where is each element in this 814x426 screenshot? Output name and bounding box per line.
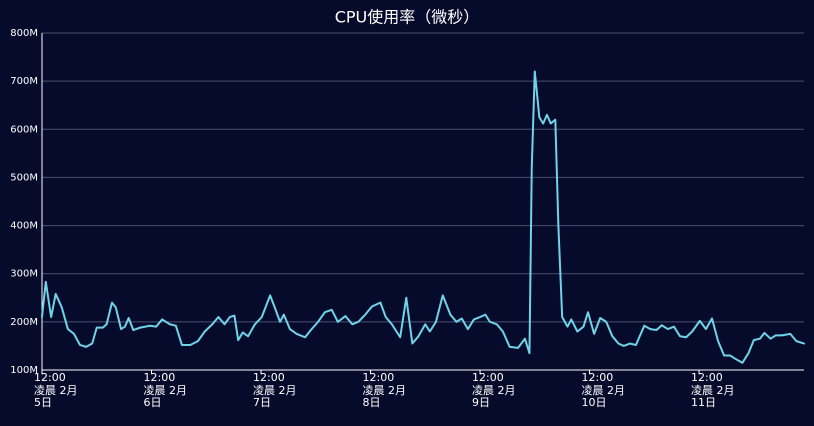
x-tick-label: 12:00 凌晨 2月 5日 bbox=[34, 371, 78, 409]
x-tick-label: 12:00 凌晨 2月 11日 bbox=[691, 371, 735, 409]
x-tick-label: 12:00 凌晨 2月 6日 bbox=[143, 371, 188, 409]
y-tick-label: 700M bbox=[10, 76, 38, 87]
y-tick-label: 600M bbox=[10, 124, 38, 135]
y-tick-label: 800M bbox=[10, 28, 38, 39]
y-tick-label: 200M bbox=[10, 317, 38, 328]
data-line bbox=[41, 70, 805, 364]
y-tick-label: 100M bbox=[10, 365, 38, 376]
x-tick-label: 12:00 凌晨 2月 7日 bbox=[253, 371, 297, 409]
y-tick-label: 300M bbox=[10, 269, 38, 280]
x-tick-label: 12:00 凌晨 2月 10日 bbox=[581, 371, 626, 409]
chart-title: CPU使用率（微秒） bbox=[335, 8, 480, 27]
y-tick-label: 400M bbox=[10, 221, 38, 232]
x-tick-label: 12:00 凌晨 2月 9日 bbox=[472, 371, 516, 409]
x-tick-label: 12:00 凌晨 2月 8日 bbox=[362, 371, 407, 409]
y-tick-label: 500M bbox=[10, 172, 38, 183]
